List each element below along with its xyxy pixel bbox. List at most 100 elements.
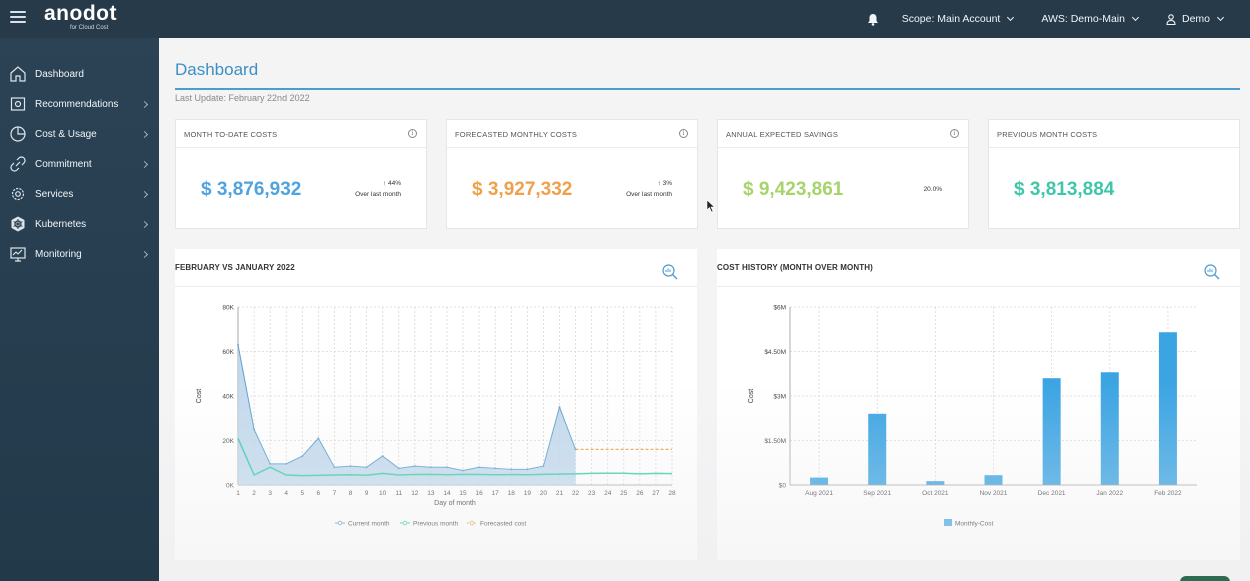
- y-tick-label: $1.50M: [764, 438, 786, 445]
- kpi-card-annual-savings: ANNUAL EXPECTED SAVINGS i $ 9,423,861 20…: [717, 119, 969, 229]
- user-icon: [1166, 13, 1176, 25]
- current-month-area: [238, 344, 576, 485]
- sidebar-item-label: Recommendations: [35, 98, 119, 110]
- sidebar-item-recommendations[interactable]: Recommendations: [0, 92, 159, 116]
- kubernetes-icon: [11, 216, 25, 232]
- sidebar-item-label: Dashboard: [35, 68, 84, 80]
- current-month-point: [397, 467, 400, 470]
- current-month-point: [381, 455, 384, 457]
- sidebar-item-kubernetes[interactable]: Kubernetes: [0, 212, 159, 236]
- notification-bell-icon[interactable]: [867, 13, 879, 26]
- current-month-point: [237, 343, 239, 346]
- chevron-right-icon: [140, 220, 149, 228]
- user-menu[interactable]: Demo: [1166, 13, 1225, 25]
- current-month-point: [269, 462, 272, 465]
- kpi-delta-value: 44%: [387, 180, 401, 187]
- x-tick-label: 20: [540, 490, 548, 497]
- current-month-point: [446, 466, 448, 469]
- y-tick-label: $4.50M: [764, 349, 786, 356]
- scope-selector[interactable]: Scope: Main Account: [902, 13, 1015, 25]
- current-month-point: [494, 467, 497, 470]
- sidebar-item-services[interactable]: Services: [0, 182, 159, 206]
- chart-title: COST HISTORY (MONTH OVER MONTH): [717, 263, 873, 272]
- hamburger-menu-icon[interactable]: [10, 11, 26, 25]
- sidebar-item-monitoring[interactable]: Monitoring: [0, 242, 159, 266]
- y-tick-label: $0: [779, 483, 787, 490]
- x-tick-label: Nov 2021: [980, 490, 1008, 497]
- kpi-card-value: $ 3,876,932: [201, 179, 302, 200]
- kpi-card-title: MONTH TO-DATE COSTS: [176, 120, 426, 148]
- x-tick-label: 25: [620, 490, 628, 497]
- sidebar-item-dashboard[interactable]: Dashboard: [0, 62, 159, 86]
- x-tick-label: 9: [365, 490, 369, 497]
- account-label: AWS: Demo-Main: [1041, 13, 1125, 25]
- logo[interactable]: anodot for Cloud Cost: [44, 3, 117, 32]
- chevron-down-icon: [1216, 13, 1225, 22]
- pie-chart-icon: [10, 126, 26, 142]
- y-axis-label: Cost: [196, 389, 203, 403]
- info-icon[interactable]: i: [408, 129, 417, 138]
- bar-feb-2022: [1158, 332, 1177, 485]
- chevron-right-icon: [140, 100, 149, 108]
- kpi-delta-value: 20.0%: [923, 186, 942, 193]
- sidebar-item-cost-usage[interactable]: Cost & Usage: [0, 122, 159, 146]
- chevron-right-icon: [140, 190, 149, 198]
- monitor-icon: [10, 247, 26, 262]
- x-tick-label: 12: [411, 490, 419, 497]
- bar-oct-2021: [926, 481, 945, 485]
- current-month-point: [558, 406, 561, 409]
- current-month-point: [333, 466, 336, 469]
- x-tick-label: Aug 2021: [805, 490, 833, 497]
- x-tick-label: 8: [349, 490, 353, 497]
- top-bar: anodot for Cloud Cost Scope: Main Accoun…: [0, 0, 1250, 38]
- y-tick-label: $6M: [773, 305, 786, 312]
- kpi-delta-caption: Over last month: [355, 191, 401, 198]
- account-selector[interactable]: AWS: Demo-Main: [1041, 13, 1140, 25]
- mouse-cursor-icon: [706, 199, 716, 213]
- x-tick-label: 3: [268, 490, 272, 497]
- zoom-icon[interactable]: [1203, 263, 1221, 281]
- home-icon: [10, 66, 26, 82]
- legend-label: Current month: [348, 521, 390, 528]
- sidebar-item-label: Cost & Usage: [35, 128, 97, 140]
- current-month-point: [253, 428, 255, 431]
- chart-title: FEBRUARY VS JANUARY 2022: [175, 263, 295, 272]
- x-tick-label: Feb 2022: [1154, 490, 1182, 497]
- kpi-card-value: $ 3,813,884: [1014, 179, 1115, 200]
- recommendations-icon: [10, 97, 26, 111]
- sidebar-item-commitment[interactable]: Commitment: [0, 152, 159, 176]
- x-tick-label: 17: [492, 490, 500, 497]
- bar-jan-2022: [1100, 372, 1119, 485]
- bar-nov-2021: [984, 475, 1003, 485]
- kpi-card-month-to-date: MONTH TO-DATE COSTS i $ 3,876,932 ↑ 44% …: [175, 119, 427, 229]
- current-month-line: [237, 344, 577, 472]
- bar-aug-2021: [810, 477, 829, 485]
- chevron-down-icon: [1007, 13, 1015, 22]
- cost-history-bar-chart: $0 $1.50M $3M $4.50M $6M Aug 2021 Sep 2021 Oct …: [748, 305, 1197, 528]
- y-tick-label: 0K: [226, 483, 235, 490]
- x-tick-label: 6: [317, 490, 321, 497]
- bar-dec-2021: [1042, 378, 1061, 485]
- chart-divider: [175, 286, 697, 287]
- info-icon[interactable]: i: [950, 129, 959, 138]
- legend-label: Previous month: [413, 521, 459, 528]
- chart-divider: [717, 286, 1240, 287]
- chevron-down-icon: [1131, 13, 1140, 22]
- kpi-card-value: $ 9,423,861: [743, 179, 844, 200]
- info-icon[interactable]: i: [679, 129, 688, 138]
- current-month-point: [285, 462, 288, 465]
- current-month-point: [429, 466, 432, 469]
- x-tick-label: 13: [427, 490, 435, 497]
- legend-marker: [337, 520, 343, 526]
- x-tick-label: Oct 2021: [922, 490, 949, 497]
- current-month-point: [526, 468, 529, 471]
- help-widget-tab[interactable]: [1180, 576, 1230, 581]
- x-tick-label: 22: [572, 490, 580, 497]
- zoom-icon[interactable]: [661, 263, 679, 281]
- current-month-point: [542, 465, 545, 467]
- legend-label: Forecasted cost: [480, 521, 526, 528]
- legend-swatch: [944, 519, 952, 526]
- current-month-point: [413, 465, 416, 467]
- current-month-point: [317, 437, 320, 440]
